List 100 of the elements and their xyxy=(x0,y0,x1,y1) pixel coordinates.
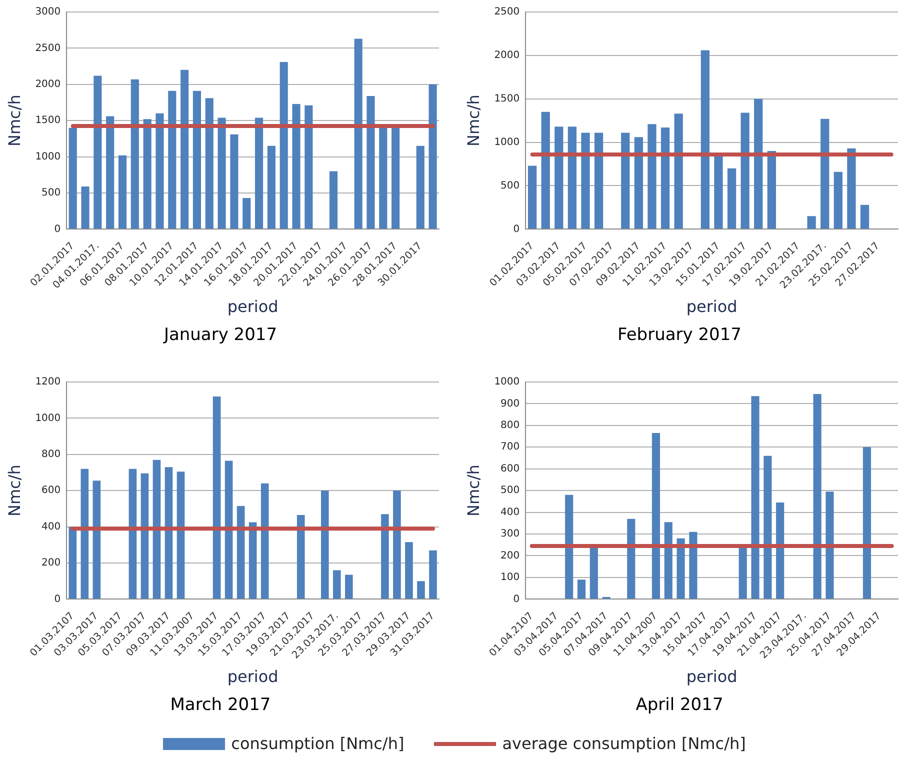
bar xyxy=(81,186,90,229)
bar xyxy=(405,542,413,599)
y-tick-label: 2000 xyxy=(35,78,61,90)
bar xyxy=(767,150,776,229)
bar xyxy=(541,112,550,229)
bar xyxy=(648,124,656,229)
y-tick-label: 700 xyxy=(500,442,520,453)
bar xyxy=(664,522,672,599)
bar xyxy=(590,547,598,599)
y-tick-label: 0 xyxy=(54,224,61,235)
bar xyxy=(68,526,77,599)
bar xyxy=(267,146,276,229)
y-axis-title: Nmc/h xyxy=(4,464,24,517)
bar xyxy=(740,112,750,229)
bar xyxy=(689,532,698,599)
y-tick-label: 1500 xyxy=(494,93,520,104)
y-tick-label: 200 xyxy=(500,550,520,562)
y-tick-label: 2000 xyxy=(494,50,520,62)
y-tick-label: 0 xyxy=(513,224,520,235)
bar xyxy=(393,490,401,599)
bar xyxy=(333,570,341,599)
text: March 2017 xyxy=(170,695,271,716)
legend-label: consumption [Nmc/h] xyxy=(231,734,404,753)
bar xyxy=(242,198,251,229)
bar xyxy=(528,166,537,229)
y-tick-label: 500 xyxy=(500,485,520,496)
bar xyxy=(565,494,574,599)
bar xyxy=(776,502,784,599)
bar xyxy=(140,473,149,599)
bar xyxy=(248,522,257,599)
bar xyxy=(700,50,710,229)
y-tick-label: 1000 xyxy=(494,376,520,388)
bar xyxy=(156,113,164,229)
bar xyxy=(164,467,173,599)
bar xyxy=(366,96,375,229)
y-tick-label: 800 xyxy=(500,420,520,432)
y-axis-title: Nmc/h xyxy=(464,94,483,147)
bar xyxy=(329,171,338,229)
bar xyxy=(180,70,189,229)
bar xyxy=(152,460,161,599)
bar xyxy=(751,396,760,599)
bar xyxy=(94,76,102,229)
bar xyxy=(676,538,685,599)
x-axis-title: period xyxy=(227,667,278,686)
bar xyxy=(320,490,329,599)
bar xyxy=(230,134,238,229)
y-axis-title: Nmc/h xyxy=(4,94,24,147)
bar xyxy=(428,84,437,229)
y-tick-label: 1000 xyxy=(35,151,61,162)
text: February 2017 xyxy=(618,325,742,346)
bar xyxy=(304,105,313,229)
bar xyxy=(92,480,101,599)
y-tick-label: 400 xyxy=(42,521,61,532)
y-tick-label: 500 xyxy=(42,188,61,199)
y-tick-label: 2500 xyxy=(494,6,520,18)
y-tick-label: 1500 xyxy=(35,115,61,126)
y-tick-label: 0 xyxy=(54,594,61,605)
bar xyxy=(847,148,856,229)
x-axis-title: period xyxy=(686,667,738,686)
bar xyxy=(254,118,264,229)
bar xyxy=(205,98,214,229)
y-axis-title: Nmc/h xyxy=(464,464,483,517)
bar xyxy=(660,128,670,229)
bar xyxy=(738,547,747,599)
bar xyxy=(128,468,137,599)
bar xyxy=(594,132,604,229)
bar xyxy=(379,126,388,229)
bar xyxy=(577,580,586,599)
y-tick-label: 200 xyxy=(42,558,61,569)
bar xyxy=(621,132,630,229)
bar xyxy=(820,118,830,229)
text: January 2017 xyxy=(162,325,278,346)
y-tick-label: 1200 xyxy=(35,376,61,388)
bar xyxy=(860,204,870,229)
bar xyxy=(834,172,842,229)
bar xyxy=(345,574,353,599)
y-tick-label: 900 xyxy=(500,398,520,410)
y-tick-label: 1000 xyxy=(35,412,61,424)
y-tick-label: 2500 xyxy=(35,42,61,54)
bar xyxy=(554,126,564,229)
bar xyxy=(392,126,400,229)
bar xyxy=(674,114,683,229)
x-axis-title: period xyxy=(227,297,278,316)
bar xyxy=(813,394,822,599)
bar xyxy=(754,98,763,229)
bar xyxy=(416,146,424,229)
bar xyxy=(130,79,139,229)
bar xyxy=(280,62,288,229)
bar xyxy=(218,118,226,229)
bar xyxy=(106,116,114,229)
bar xyxy=(224,460,233,599)
bar xyxy=(143,119,152,229)
bar xyxy=(627,518,636,599)
bar xyxy=(212,396,221,599)
bar xyxy=(429,550,437,599)
bar xyxy=(417,581,425,599)
bar xyxy=(581,132,590,229)
bar xyxy=(826,492,834,599)
y-tick-label: 100 xyxy=(500,572,520,584)
bar xyxy=(354,38,362,229)
